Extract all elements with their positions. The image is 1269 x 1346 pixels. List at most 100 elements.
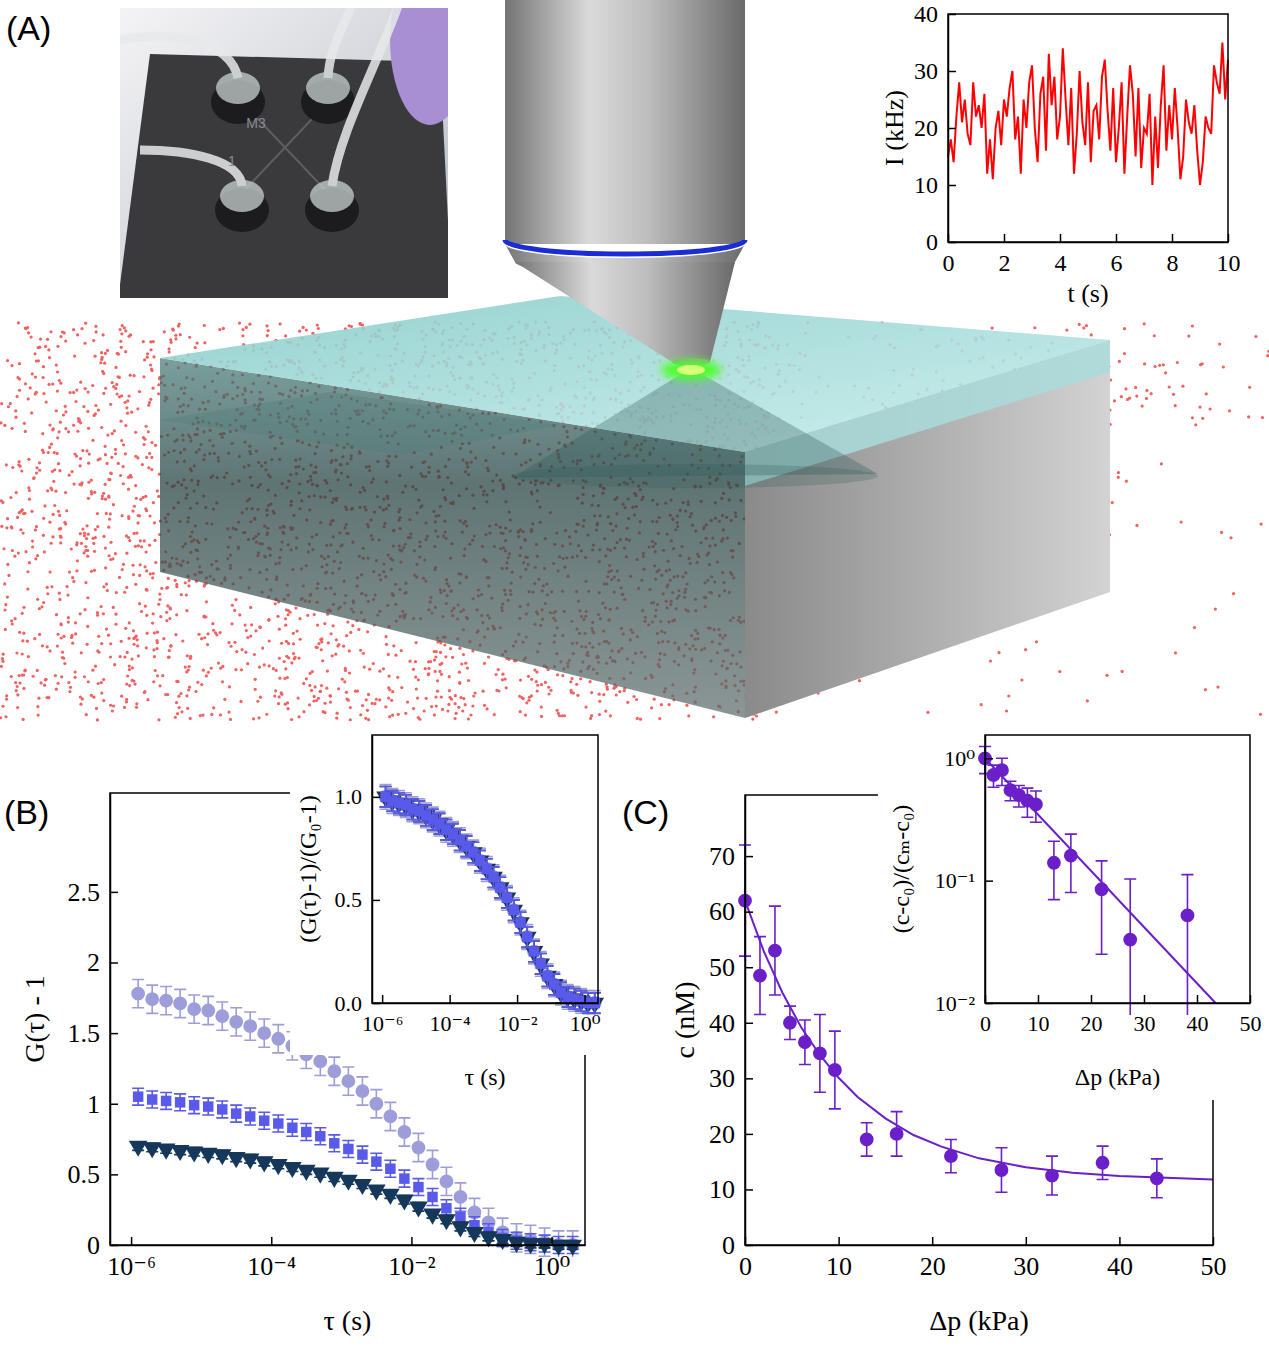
particle	[1058, 670, 1061, 673]
particle	[114, 387, 117, 390]
particle	[1168, 385, 1171, 388]
particle	[142, 436, 145, 439]
particle	[125, 682, 128, 685]
particle	[62, 635, 65, 638]
particle	[348, 671, 351, 674]
particle	[106, 433, 109, 436]
particle	[122, 563, 125, 566]
particle	[530, 694, 533, 697]
particle	[146, 632, 149, 635]
particle	[146, 352, 149, 355]
particle	[635, 698, 638, 701]
particle	[42, 517, 45, 520]
particle	[218, 328, 221, 331]
particle	[179, 692, 182, 695]
particle	[101, 494, 104, 497]
particle	[206, 643, 209, 646]
particle	[41, 376, 44, 379]
particle	[38, 633, 41, 636]
particle	[501, 678, 504, 681]
particle	[127, 517, 130, 520]
particle	[145, 589, 148, 592]
particle	[1145, 389, 1148, 392]
particle	[685, 704, 688, 707]
particle	[86, 410, 89, 413]
particle	[21, 508, 24, 511]
particle	[248, 323, 251, 326]
particle	[9, 496, 12, 499]
particle	[540, 683, 543, 686]
particle	[430, 705, 433, 708]
particle	[134, 431, 137, 434]
particle	[570, 677, 573, 680]
particle	[202, 669, 205, 672]
particle	[205, 674, 208, 677]
particle	[123, 655, 126, 658]
particle	[229, 645, 232, 648]
particle	[92, 537, 95, 540]
particle	[185, 670, 188, 673]
particle	[79, 612, 82, 615]
particle	[94, 325, 97, 328]
particle	[345, 691, 348, 694]
particle	[1035, 640, 1038, 643]
particle	[27, 655, 30, 658]
particle	[275, 669, 278, 672]
particle	[133, 505, 136, 508]
particle	[79, 703, 82, 706]
particle	[29, 335, 32, 338]
particle	[148, 514, 151, 517]
particle	[501, 673, 504, 676]
particle	[425, 697, 428, 700]
particle	[471, 704, 474, 707]
particle	[246, 662, 249, 665]
particle	[150, 468, 153, 471]
particle	[440, 673, 443, 676]
particle	[11, 549, 14, 552]
particle	[44, 345, 47, 348]
particle	[391, 690, 394, 693]
particle	[145, 550, 148, 553]
particle	[13, 555, 16, 558]
particle	[31, 545, 34, 548]
particle	[131, 666, 134, 669]
particle	[1162, 363, 1165, 366]
particle	[104, 352, 107, 355]
particle	[424, 667, 427, 670]
particle	[105, 582, 108, 585]
particle	[6, 563, 9, 566]
particle	[74, 400, 77, 403]
particle	[100, 426, 103, 429]
particle	[79, 457, 82, 460]
particle	[109, 642, 112, 645]
particle	[138, 514, 141, 517]
particle	[117, 462, 120, 465]
particle	[233, 641, 236, 644]
particle	[16, 706, 19, 709]
particle	[24, 550, 27, 553]
particle	[1007, 694, 1010, 697]
particle	[104, 483, 107, 486]
particle	[58, 592, 61, 595]
particle	[174, 337, 177, 340]
particle	[56, 644, 59, 647]
particle	[24, 430, 27, 433]
particle	[294, 606, 297, 609]
particle	[1085, 324, 1088, 327]
particle	[70, 547, 73, 550]
particle	[327, 641, 330, 644]
particle	[59, 541, 62, 544]
particle	[125, 586, 128, 589]
particle	[417, 678, 420, 681]
particle	[138, 602, 141, 605]
particle	[126, 674, 129, 677]
particle	[47, 348, 50, 351]
particle	[755, 714, 758, 717]
particle	[56, 390, 59, 393]
particle	[100, 691, 103, 694]
particle	[329, 694, 332, 697]
particle	[175, 701, 178, 704]
particle	[96, 718, 99, 721]
particle	[241, 334, 244, 337]
particle	[120, 695, 123, 698]
